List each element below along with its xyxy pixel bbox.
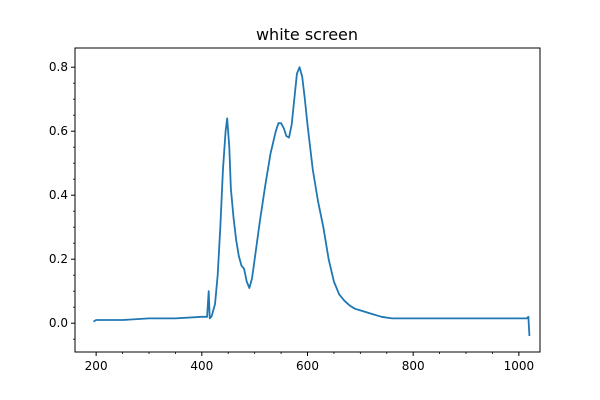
y-tick-label: 0.2: [49, 252, 68, 266]
x-axis: 200 400 600 800 1000: [85, 352, 534, 373]
plot-area-frame: [74, 47, 541, 353]
y-tick-label: 0.8: [49, 60, 68, 74]
data-series: [93, 66, 531, 337]
y-tick-label: 0.6: [49, 124, 68, 138]
y-axis: 0.0 0.2 0.4 0.6 0.8: [49, 60, 75, 340]
chart-title: white screen: [256, 25, 358, 44]
y-tick-label: 0.0: [49, 316, 68, 330]
y-tick-label: 0.4: [49, 188, 68, 202]
x-tick-label: 600: [296, 359, 319, 373]
x-tick-label: 1000: [504, 359, 535, 373]
series-line: [93, 66, 531, 337]
x-tick-label: 400: [190, 359, 213, 373]
x-tick-label: 800: [402, 359, 425, 373]
x-tick-label: 200: [85, 359, 108, 373]
